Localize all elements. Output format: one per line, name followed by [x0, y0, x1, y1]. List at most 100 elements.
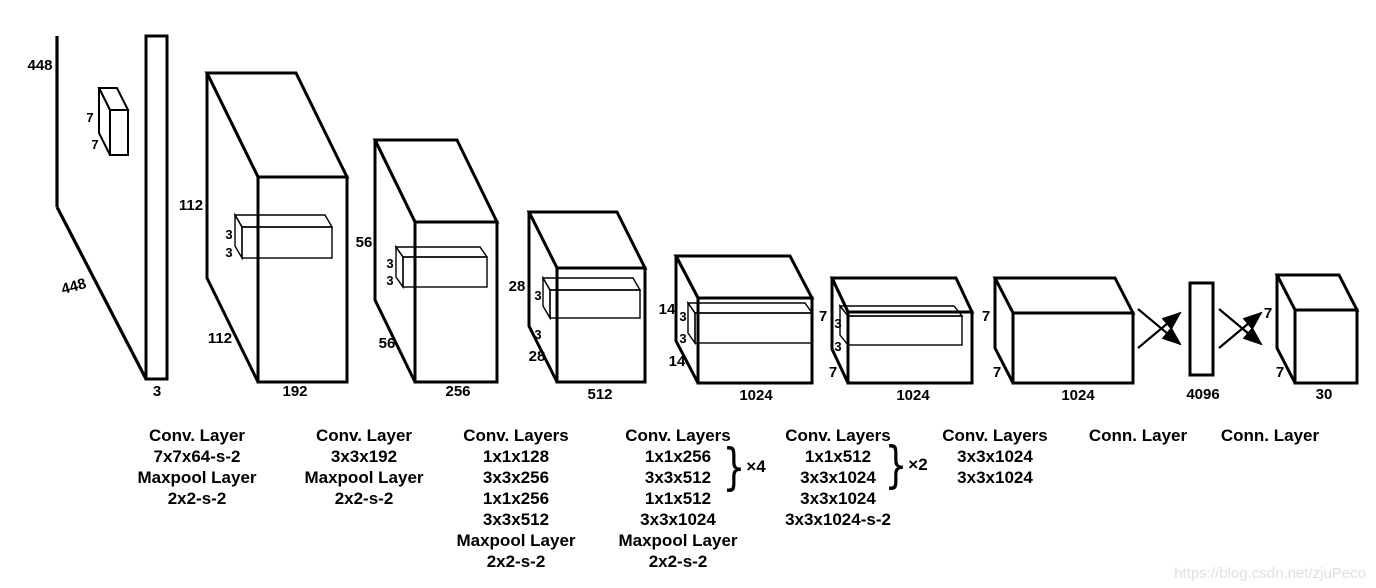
conv-block-28-front-face: [555, 266, 647, 384]
fc-arrow: [1137, 308, 1182, 346]
dim-label: 28: [509, 278, 526, 295]
fc-arrow: [1218, 308, 1263, 346]
caption-line: Conv. Layers: [785, 426, 891, 445]
layer-caption: Conv. Layer 7x7x64-s-2 Maxpool Layer 2x2-s-…: [137, 425, 256, 509]
dim-label: 3: [534, 288, 541, 303]
dim-label: 7: [829, 364, 837, 381]
dim-label: 112: [208, 330, 232, 347]
dim-label: 3: [153, 383, 161, 400]
dim-label: 7: [91, 137, 98, 152]
conv-block-14-front-face: [696, 296, 814, 385]
dim-label: 3: [679, 331, 686, 346]
input-depth-slab: [144, 34, 169, 381]
caption-line: 3x3x512: [482, 510, 550, 529]
layer-caption: Conn. Layer: [1089, 425, 1187, 446]
dim-label: 56: [379, 335, 396, 352]
conv-block-28-kernel-front-face: [549, 289, 641, 319]
caption-line: 1x1x512: [644, 489, 712, 508]
caption-line: 1x1x256: [482, 489, 550, 508]
layer-caption: Conv. Layers 1x1x256 3x3x512 1x1x512 3x3x102…: [618, 425, 737, 572]
caption-line: 3x3x1024: [957, 468, 1033, 487]
dim-label: 256: [445, 383, 470, 400]
dim-label: 7: [86, 110, 93, 125]
dim-label: 7: [993, 364, 1001, 381]
repeat-multiplier: ×2: [908, 455, 928, 474]
conv-block-112-kernel-front-face: [241, 226, 333, 259]
conv-block-7a-top-face: [829, 276, 975, 314]
layer-caption: Conv. Layers 1x1x128 3x3x256 1x1x256 3x3x512…: [456, 425, 575, 572]
dim-label: 3: [386, 256, 393, 271]
caption-line: 3x3x1024-s-2: [785, 510, 891, 529]
dim-label: 3: [386, 273, 393, 288]
caption-line: 3x3x1024: [640, 510, 716, 529]
dim-label: 7: [1264, 305, 1272, 322]
layer-caption: Conn. Layer: [1221, 425, 1319, 446]
caption-line: Maxpool Layer: [137, 468, 257, 487]
watermark: https://blog.csdn.net/zjuPeco: [1174, 565, 1366, 582]
dim-label: 1024: [896, 387, 930, 404]
conv-block-7a-kernel-front-face: [847, 315, 963, 346]
caption-line: 1x1x128: [482, 447, 550, 466]
caption-line: 1x1x256: [644, 447, 712, 466]
conv-block-7b-front-face: [1011, 311, 1135, 385]
repeat-brace: }: [884, 436, 908, 494]
caption-line: Conv. Layer: [315, 426, 413, 445]
dim-label: 3: [534, 327, 541, 342]
caption-line: Maxpool Layer: [618, 531, 738, 550]
caption-line: Conn. Layer: [1220, 426, 1320, 445]
dim-label: 14: [659, 301, 676, 318]
conv-block-7a-front-face: [846, 310, 974, 385]
fc-arrow: [1218, 311, 1263, 349]
dim-label: 7: [982, 308, 990, 325]
dim-label: 7: [819, 308, 827, 325]
repeat-multiplier: ×4: [746, 457, 766, 476]
repeat-brace: }: [722, 438, 746, 496]
fc-arrow: [1137, 311, 1182, 349]
caption-line: 3x3x512: [644, 468, 712, 487]
caption-line: 2x2-s-2: [486, 552, 546, 571]
dim-label: 1024: [739, 387, 773, 404]
caption-line: 3x3x1024: [957, 447, 1033, 466]
caption-line: 1x1x512: [804, 447, 872, 466]
dim-label: 30: [1316, 386, 1333, 403]
dim-label: 7: [1276, 364, 1284, 381]
dim-label: 112: [179, 197, 203, 214]
dim-label: 3: [225, 245, 232, 260]
dim-label: 1024: [1061, 387, 1095, 404]
dim-label: 4096: [1186, 386, 1219, 403]
conv-block-56-front-face: [413, 220, 499, 384]
conv-block-14-kernel-front-face: [694, 312, 813, 344]
caption-line: Maxpool Layer: [456, 531, 576, 550]
caption-line: 7x7x64-s-2: [153, 447, 241, 466]
caption-line: 3x3x1024: [800, 468, 876, 487]
caption-line: 3x3x192: [330, 447, 398, 466]
dim-label: 56: [356, 234, 373, 251]
dim-label: 3: [679, 309, 686, 324]
dim-label: 512: [587, 386, 612, 403]
dim-label: 448: [60, 275, 89, 298]
caption-line: Conn. Layer: [1088, 426, 1188, 445]
dim-label: 448: [27, 57, 52, 74]
caption-line: Conv. Layer: [148, 426, 246, 445]
dim-label: 3: [834, 339, 841, 354]
caption-line: 2x2-s-2: [334, 489, 394, 508]
caption-line: 2x2-s-2: [648, 552, 708, 571]
caption-line: Conv. Layers: [463, 426, 569, 445]
dim-label: 28: [529, 348, 546, 365]
layer-caption: Conv. Layers 3x3x1024 3x3x1024: [942, 425, 1048, 488]
dim-label: 192: [282, 383, 307, 400]
input-kernel-front-face: [109, 109, 129, 156]
input-image-edge: [55, 206, 148, 380]
output-cube-front-face: [1293, 308, 1359, 385]
caption-line: 2x2-s-2: [167, 489, 227, 508]
caption-line: 3x3x1024: [800, 489, 876, 508]
conv-block-14-top-face: [673, 254, 815, 300]
dim-label: 14: [669, 353, 686, 370]
layer-caption: Conv. Layers 1x1x512 3x3x1024 3x3x1024 3x3x1…: [785, 425, 891, 530]
caption-line: Conv. Layers: [625, 426, 731, 445]
dim-label: 3: [225, 227, 232, 242]
conv-block-7b-top-face: [992, 276, 1136, 315]
dim-label: 3: [834, 316, 841, 331]
